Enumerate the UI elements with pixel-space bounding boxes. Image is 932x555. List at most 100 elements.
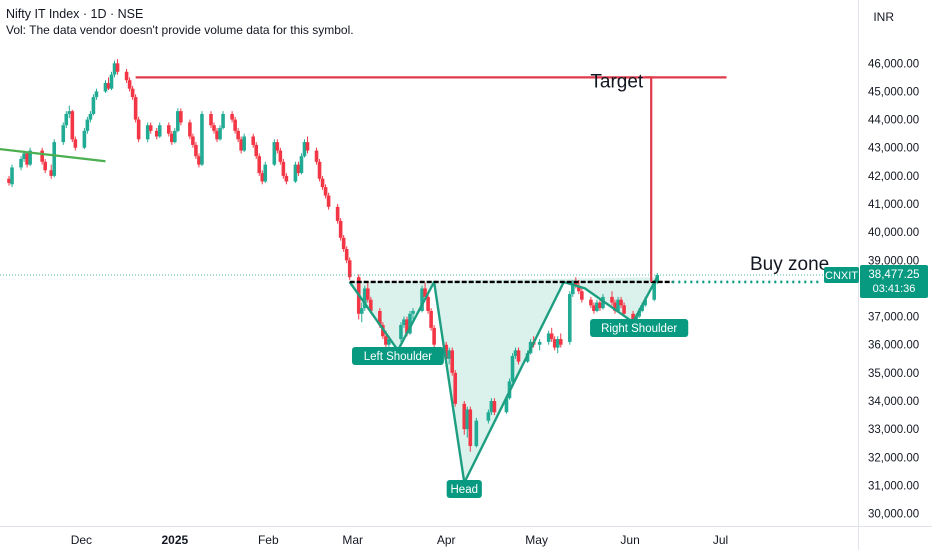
candle <box>320 175 325 190</box>
candle-body <box>567 294 572 342</box>
candle-body <box>320 178 325 188</box>
candle <box>91 94 96 116</box>
candle-body <box>537 341 542 345</box>
candle <box>257 153 262 176</box>
candle <box>85 116 90 134</box>
candle-body <box>344 249 349 261</box>
candle-body <box>338 220 343 238</box>
candle <box>411 308 415 320</box>
candle-body <box>145 125 150 140</box>
left-shoulder-label-bg <box>351 347 444 365</box>
candle-body <box>631 313 635 320</box>
drawing-lines[interactable] <box>0 76 858 484</box>
candle-body <box>7 178 11 183</box>
candle-body <box>82 130 87 148</box>
candle <box>281 159 286 179</box>
candle <box>347 257 352 280</box>
y-tick-label: 46,000.00 <box>868 58 919 70</box>
candle-body <box>281 161 286 176</box>
candle <box>236 128 240 143</box>
x-tick-label: Feb <box>258 533 279 547</box>
candle <box>166 122 171 137</box>
y-tick-label: 39,000.00 <box>868 255 919 267</box>
candle-body <box>399 325 403 340</box>
candle-body <box>260 173 265 182</box>
candles <box>7 59 660 452</box>
candle <box>510 353 515 383</box>
left-shoulder-label: Left Shoulder <box>351 347 444 365</box>
candle <box>278 147 283 165</box>
candle <box>88 111 93 123</box>
candle <box>492 398 497 416</box>
x-tick-label: Mar <box>342 533 363 547</box>
candle <box>49 164 54 179</box>
candle-body <box>453 372 458 404</box>
candle <box>426 294 430 314</box>
candle <box>7 175 11 186</box>
candle <box>40 147 44 165</box>
candle <box>555 336 560 354</box>
candle-body <box>94 91 99 98</box>
candle <box>589 296 593 309</box>
x-tick-label: 2025 <box>161 533 188 547</box>
candle <box>194 142 198 159</box>
candle <box>335 204 340 224</box>
candle-body <box>558 339 563 345</box>
candle <box>468 406 473 452</box>
candle <box>179 108 183 126</box>
candle <box>73 136 78 151</box>
right-shoulder-label-bg <box>590 319 689 337</box>
candle-body <box>574 282 578 286</box>
candle-body <box>115 63 120 72</box>
candle-body <box>326 195 331 207</box>
y-tick-label: 32,000.00 <box>868 452 919 464</box>
candle <box>453 370 458 407</box>
candle <box>109 71 114 91</box>
currency-label[interactable]: INR <box>873 10 894 24</box>
head-label: Head <box>446 480 482 498</box>
candle-body <box>28 150 32 165</box>
time-axis[interactable]: Dec 2025 Feb Mar Apr May Jun Jul <box>71 533 729 547</box>
candle-body <box>230 113 234 120</box>
candle <box>19 156 23 171</box>
price-axis[interactable]: 30,000.00 31,000.00 32,000.00 33,000.00 34,0… <box>824 58 928 521</box>
candle-body <box>347 260 352 278</box>
candle <box>592 302 596 314</box>
candle-body <box>221 113 225 129</box>
candle-body <box>215 130 219 140</box>
y-tick-label: 45,000.00 <box>868 86 919 98</box>
head-shoulders-outline <box>348 276 659 484</box>
x-tick-label: Dec <box>71 533 92 547</box>
candle <box>215 128 219 143</box>
volume-note: Vol: The data vendor doesn't provide vol… <box>6 23 354 37</box>
candle <box>432 325 436 348</box>
candle-body <box>130 88 135 98</box>
candle-body <box>209 113 213 126</box>
candle <box>420 285 424 313</box>
candle <box>221 111 225 130</box>
candle-body <box>610 296 614 303</box>
candle <box>338 218 343 241</box>
candle <box>242 133 246 152</box>
candle <box>305 136 310 154</box>
x-tick-label: Jun <box>620 533 639 547</box>
candle <box>462 401 467 435</box>
candle <box>302 139 307 158</box>
last-price-tag-bg <box>860 265 928 299</box>
candle-body <box>64 113 69 126</box>
head-label-bg <box>446 480 482 498</box>
candle <box>341 234 346 252</box>
candle-body <box>408 313 412 334</box>
candle <box>567 291 572 345</box>
candle <box>61 122 66 145</box>
symbol-title[interactable]: Nifty IT Index · 1D · NSE <box>6 7 144 21</box>
candle <box>200 111 204 167</box>
candle <box>362 285 367 311</box>
candle-body <box>341 237 346 250</box>
countdown-text: 03:41:36 <box>873 283 916 295</box>
candle <box>598 299 602 311</box>
candle <box>613 299 617 314</box>
candle-body <box>592 305 596 311</box>
